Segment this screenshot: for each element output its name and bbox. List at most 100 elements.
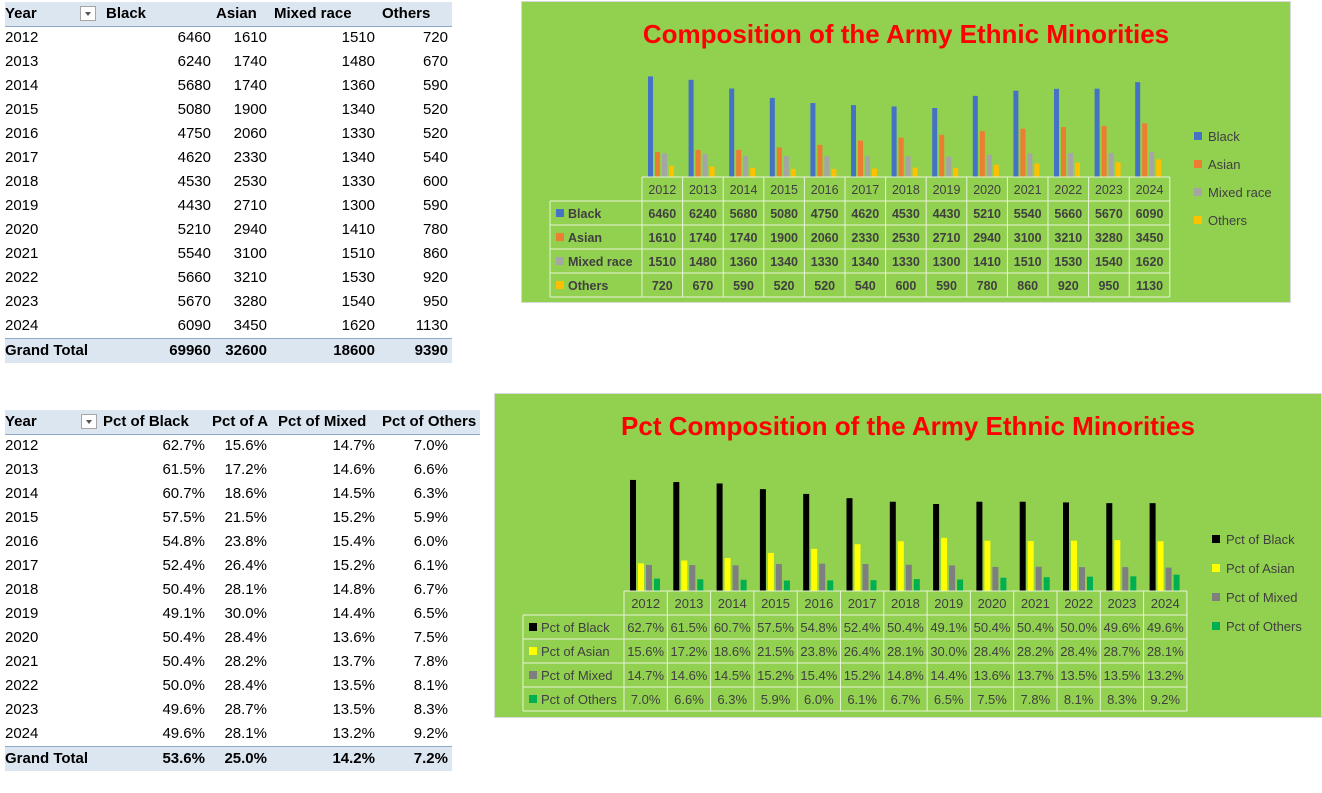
- bar-black-2020[interactable]: [972, 95, 978, 177]
- year-cell[interactable]: 2013: [5, 461, 39, 478]
- value-cell[interactable]: 14.5%: [332, 485, 375, 502]
- bar-pct-of-mixed-2018[interactable]: [905, 564, 912, 591]
- bar-pct-of-others-2018[interactable]: [913, 579, 920, 591]
- value-cell[interactable]: 2330: [233, 149, 267, 166]
- value-cell[interactable]: 9.2%: [413, 725, 448, 742]
- value-cell[interactable]: 2710: [233, 197, 267, 214]
- bar-pct-of-black-2021[interactable]: [1019, 501, 1026, 591]
- bar-asian-2013[interactable]: [695, 149, 701, 177]
- bar-others-2013[interactable]: [709, 166, 715, 177]
- bar-pct-of-mixed-2012[interactable]: [646, 564, 652, 591]
- bar-black-2021[interactable]: [1013, 90, 1019, 177]
- value-cell[interactable]: 23.8%: [224, 533, 267, 550]
- value-cell[interactable]: 1510: [341, 245, 375, 262]
- value-cell[interactable]: 7.5%: [413, 629, 448, 646]
- bar-mixed-race-2013[interactable]: [702, 153, 708, 177]
- value-cell[interactable]: 28.7%: [224, 701, 267, 718]
- value-cell[interactable]: 9390: [414, 342, 448, 359]
- bar-black-2023[interactable]: [1094, 88, 1100, 177]
- value-cell[interactable]: 28.1%: [224, 581, 267, 598]
- bar-others-2012[interactable]: [669, 165, 674, 177]
- bar-others-2021[interactable]: [1034, 163, 1040, 177]
- value-cell[interactable]: 5680: [177, 77, 211, 94]
- year-cell[interactable]: 2016: [5, 533, 39, 550]
- bar-mixed-race-2012[interactable]: [662, 153, 667, 177]
- value-cell[interactable]: 26.4%: [224, 557, 267, 574]
- value-cell[interactable]: 3210: [233, 269, 267, 286]
- value-cell[interactable]: 30.0%: [224, 605, 267, 622]
- value-cell[interactable]: 1480: [341, 53, 375, 70]
- bar-pct-of-mixed-2013[interactable]: [689, 565, 696, 591]
- year-cell[interactable]: 2020: [5, 221, 39, 238]
- value-cell[interactable]: 17.2%: [224, 461, 267, 478]
- bar-black-2017[interactable]: [851, 105, 856, 177]
- year-cell[interactable]: 2015: [5, 509, 39, 526]
- value-cell[interactable]: 5080: [177, 101, 211, 118]
- bar-mixed-race-2019[interactable]: [946, 156, 952, 177]
- chart-composition[interactable]: Composition of the Army Ethnic Minoritie…: [521, 1, 1291, 303]
- bar-pct-of-asian-2022[interactable]: [1071, 540, 1077, 591]
- value-cell[interactable]: 18600: [333, 342, 375, 359]
- year-cell[interactable]: 2024: [5, 725, 39, 742]
- value-cell[interactable]: 18.6%: [224, 485, 267, 502]
- bar-pct-of-black-2012[interactable]: [630, 479, 636, 591]
- value-cell[interactable]: 69960: [169, 342, 211, 359]
- value-cell[interactable]: 13.2%: [332, 725, 375, 742]
- bar-black-2015[interactable]: [769, 97, 775, 177]
- bar-pct-of-asian-2017[interactable]: [854, 544, 861, 591]
- bar-asian-2017[interactable]: [858, 140, 863, 177]
- value-cell[interactable]: 1130: [415, 317, 448, 334]
- value-cell[interactable]: 14.7%: [332, 437, 375, 454]
- value-cell[interactable]: 50.4%: [162, 653, 205, 670]
- bar-mixed-race-2014[interactable]: [743, 155, 749, 177]
- value-cell[interactable]: 8.1%: [413, 677, 448, 694]
- value-cell[interactable]: 6.6%: [413, 461, 448, 478]
- year-cell[interactable]: 2021: [5, 245, 39, 262]
- bar-others-2016[interactable]: [831, 168, 837, 177]
- bar-pct-of-asian-2013[interactable]: [681, 560, 688, 591]
- bar-asian-2020[interactable]: [979, 131, 985, 177]
- bar-others-2018[interactable]: [912, 167, 918, 177]
- value-cell[interactable]: 32600: [225, 342, 267, 359]
- bar-others-2019[interactable]: [953, 167, 959, 177]
- grand-total-label[interactable]: Grand Total: [5, 342, 89, 359]
- bar-pct-of-asian-2012[interactable]: [638, 563, 644, 591]
- value-cell[interactable]: 28.1%: [224, 725, 267, 742]
- bar-pct-of-asian-2024[interactable]: [1157, 541, 1164, 591]
- bar-asian-2018[interactable]: [898, 137, 904, 177]
- value-cell[interactable]: 60.7%: [162, 485, 205, 502]
- bar-pct-of-black-2016[interactable]: [803, 493, 810, 591]
- value-cell[interactable]: 2940: [233, 221, 267, 238]
- bar-pct-of-asian-2018[interactable]: [897, 541, 904, 591]
- year-cell[interactable]: 2013: [5, 53, 39, 70]
- bar-pct-of-asian-2016[interactable]: [811, 548, 818, 591]
- bar-pct-of-black-2014[interactable]: [716, 483, 723, 591]
- value-cell[interactable]: 6.3%: [413, 485, 448, 502]
- value-cell[interactable]: 15.2%: [332, 557, 375, 574]
- value-cell[interactable]: 5540: [177, 245, 211, 262]
- value-cell[interactable]: 14.8%: [332, 581, 375, 598]
- bar-pct-of-black-2019[interactable]: [933, 504, 940, 591]
- bar-pct-of-others-2017[interactable]: [870, 580, 877, 591]
- value-cell[interactable]: 520: [422, 101, 448, 118]
- value-cell[interactable]: 1740: [233, 77, 267, 94]
- bar-mixed-race-2023[interactable]: [1108, 153, 1114, 177]
- value-cell[interactable]: 5660: [177, 269, 211, 286]
- value-cell[interactable]: 1510: [341, 29, 375, 46]
- bar-others-2014[interactable]: [750, 167, 756, 177]
- bar-pct-of-others-2012[interactable]: [654, 578, 660, 591]
- bar-pct-of-others-2022[interactable]: [1087, 576, 1093, 591]
- bar-black-2018[interactable]: [891, 106, 897, 177]
- value-cell[interactable]: 52.4%: [162, 557, 205, 574]
- value-cell[interactable]: 1540: [341, 293, 375, 310]
- legend-entry[interactable]: Asian: [1208, 157, 1241, 172]
- value-cell[interactable]: 1410: [341, 221, 375, 238]
- value-cell[interactable]: 61.5%: [162, 461, 205, 478]
- bar-pct-of-others-2023[interactable]: [1130, 576, 1137, 591]
- value-cell[interactable]: 4430: [177, 197, 211, 214]
- bar-pct-of-asian-2014[interactable]: [724, 558, 731, 591]
- bar-pct-of-asian-2023[interactable]: [1114, 540, 1121, 591]
- bar-pct-of-asian-2019[interactable]: [941, 537, 948, 591]
- bar-asian-2012[interactable]: [655, 151, 660, 177]
- value-cell[interactable]: 49.6%: [162, 725, 205, 742]
